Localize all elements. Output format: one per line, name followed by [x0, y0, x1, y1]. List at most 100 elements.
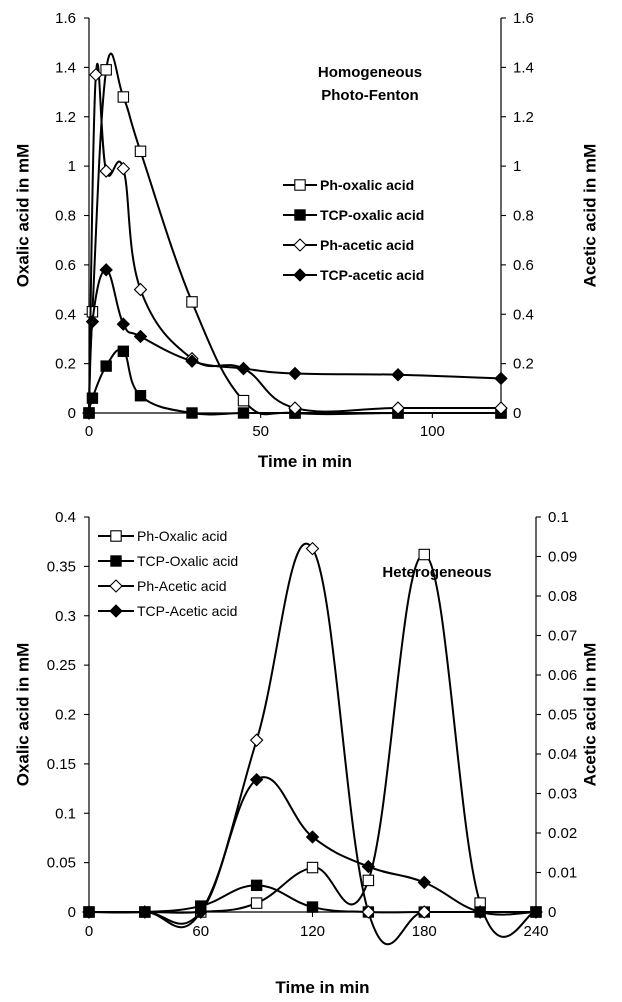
data-point [306, 861, 319, 874]
legend-label: Ph-Acetic acid [137, 578, 226, 594]
y2-tick-label: 0.09 [548, 549, 577, 566]
y-tick-label: 0.35 [47, 558, 76, 575]
legend-marker [109, 604, 123, 618]
data-point [288, 366, 302, 381]
data-point [529, 905, 543, 919]
data-point [185, 354, 199, 368]
data-point [288, 401, 302, 415]
x-tick-label: 60 [192, 923, 209, 940]
data-point [361, 905, 376, 919]
data-point [494, 401, 508, 415]
y2-tick-label: 1.6 [513, 10, 534, 27]
y-tick-label: 0.6 [55, 257, 76, 274]
y2-tick-label: 0 [513, 405, 521, 422]
data-point [305, 830, 320, 844]
series-line [88, 62, 501, 414]
legend-label: TCP-Acetic acid [137, 603, 237, 619]
y-tick-label: 0.4 [55, 509, 76, 526]
y-axis-title: Oxalic acid in mM [13, 144, 32, 288]
data-point [117, 345, 130, 357]
y-tick-label: 0.2 [55, 356, 76, 373]
data-point [100, 64, 112, 76]
data-point [237, 407, 250, 419]
legend-marker [293, 238, 307, 252]
y-tick-label: 0.05 [47, 855, 76, 872]
data-point [99, 164, 113, 178]
data-point [361, 859, 376, 874]
y2-tick-label: 0.8 [513, 208, 534, 225]
y2-axis-title: Acetic acid in mM [580, 643, 599, 787]
legend-label: TCP-Oxalic acid [137, 553, 238, 569]
x-tick-label: 180 [412, 923, 437, 940]
legend-label: Ph-oxalic acid [320, 177, 414, 193]
x-axis-title: Time in min [275, 978, 369, 997]
y-axis-title: Oxalic acid in mM [13, 643, 32, 787]
y2-tick-label: 0.6 [513, 257, 534, 274]
data-point [133, 282, 148, 297]
y-tick-label: 1.2 [55, 109, 76, 126]
annotation-label: Photo-Fenton [321, 87, 418, 104]
data-point [494, 371, 508, 386]
y-tick-label: 0.3 [55, 608, 76, 625]
y2-tick-label: 0.07 [548, 628, 577, 645]
y2-tick-label: 0.05 [548, 707, 577, 724]
legend-marker [294, 179, 306, 191]
y-tick-label: 1 [68, 158, 76, 175]
y2-tick-label: 0.4 [513, 306, 534, 323]
data-point [417, 905, 432, 919]
data-point [134, 390, 147, 402]
data-point [305, 541, 320, 556]
series-line [88, 348, 501, 416]
y2-tick-label: 0.1 [548, 509, 569, 526]
annotation-label: Heterogeneous [382, 564, 491, 581]
data-point [89, 68, 103, 82]
legend: Ph-oxalic acid TCP-oxalic acid Ph-acetic a… [283, 177, 424, 283]
data-point [186, 407, 198, 419]
series-line [88, 268, 502, 414]
y-tick-label: 0.4 [55, 306, 76, 323]
data-point [236, 361, 251, 376]
data-point [186, 296, 198, 308]
x-tick-label: 240 [523, 923, 548, 940]
data-point [85, 314, 100, 329]
series-tcp-acetic-acid [82, 772, 543, 925]
data-point [116, 161, 131, 176]
chart-1: 0 0.2 0.4 0.6 0.8 1 1.2 1.4 1.6 0 0.2 0.4 0.6 0.8 1 1.2… [13, 10, 599, 471]
y2-tick-label: 0.03 [548, 786, 577, 803]
data-point [391, 401, 405, 415]
y2-tick-label: 0.02 [548, 825, 577, 842]
series-line [89, 776, 537, 925]
legend-marker [293, 268, 307, 282]
data-point [250, 897, 263, 909]
legend-marker [294, 209, 306, 221]
legend-label: Ph-Oxalic acid [137, 528, 227, 544]
data-point [391, 368, 405, 382]
data-point [116, 317, 131, 331]
data-point [99, 263, 113, 277]
y-tick-label: 0.2 [55, 707, 76, 724]
x-axis-title: Time in min [258, 452, 352, 471]
legend-marker [110, 555, 122, 567]
chart-2: 0 0.05 0.1 0.15 0.2 0.25 0.3 0.35 0.4 0 0.01 0.02 0.… [13, 509, 599, 997]
data-point [249, 733, 264, 747]
data-point [133, 329, 148, 344]
legend-label: TCP-oxalic acid [320, 207, 424, 223]
y-tick-label: 0.8 [55, 208, 76, 225]
data-point [362, 874, 375, 887]
y-tick-label: 0.25 [47, 657, 76, 674]
y2-tick-label: 0.08 [548, 588, 577, 605]
y2-tick-label: 0 [548, 904, 556, 921]
y-tick-label: 0 [68, 405, 76, 422]
y2-tick-label: 0.2 [513, 356, 534, 373]
y-tick-label: 1.6 [55, 10, 76, 27]
y-tick-label: 1.4 [55, 59, 76, 76]
x-tick-label: 120 [300, 923, 325, 940]
y2-axis-title: Acetic acid in mM [580, 144, 599, 288]
y2-tick-label: 0.06 [548, 667, 577, 684]
y-tick-label: 0.1 [55, 805, 76, 822]
data-point [249, 772, 264, 787]
x-tick-label: 50 [252, 423, 269, 440]
series-ph-oxalic-acid [83, 52, 507, 419]
y2-tick-label: 1 [513, 158, 521, 175]
data-point [417, 875, 431, 890]
